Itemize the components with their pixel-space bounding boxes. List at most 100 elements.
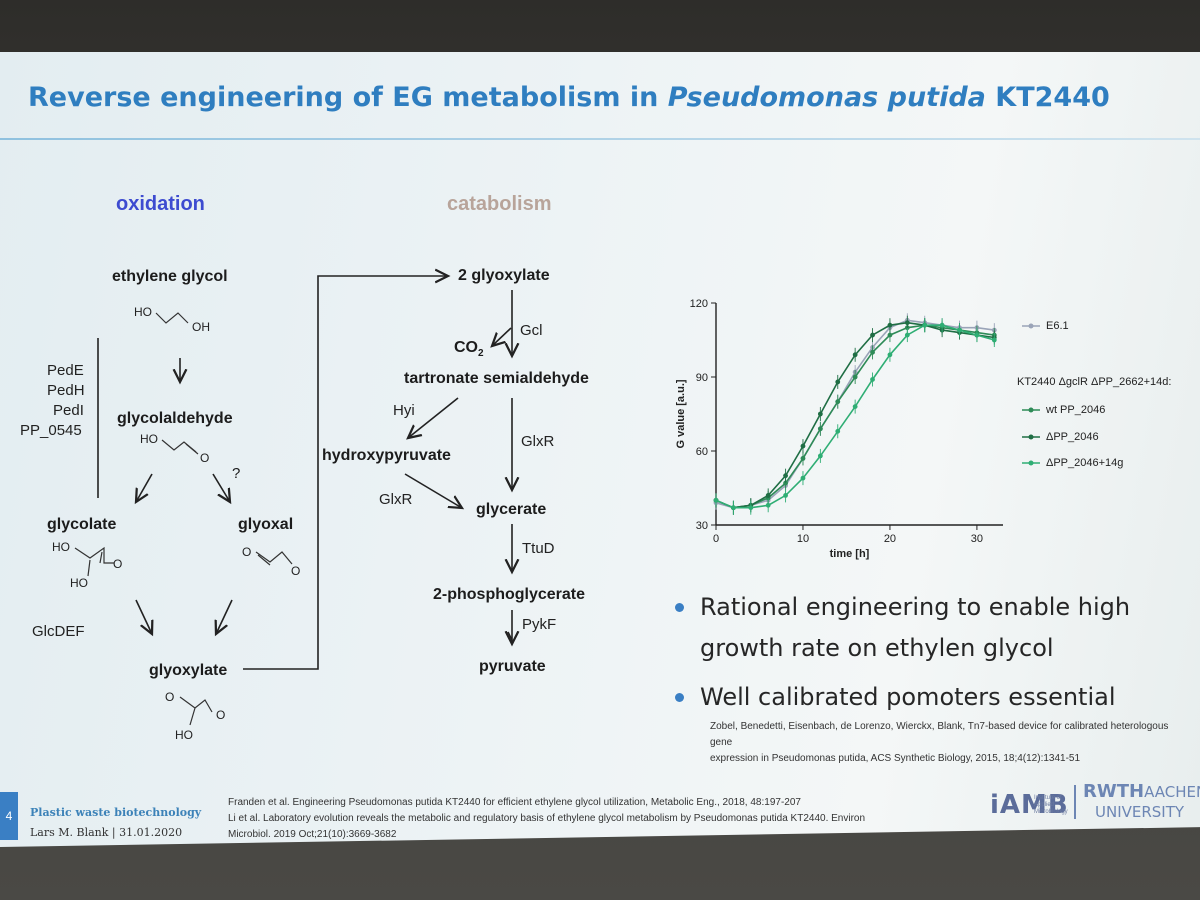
series-3-point bbox=[730, 505, 736, 511]
series-2-point bbox=[904, 320, 910, 326]
series-3-point bbox=[991, 337, 997, 343]
series-3-point bbox=[922, 322, 928, 328]
eg-ho: HO bbox=[134, 305, 152, 319]
legend-marker-2 bbox=[1028, 434, 1034, 440]
arrow-ga-to-glyoxal bbox=[212, 473, 230, 502]
series-3-point bbox=[852, 404, 858, 409]
enzyme-pp0545: PP_0545 bbox=[20, 422, 82, 439]
question-mark: ? bbox=[232, 465, 241, 482]
series-2-point bbox=[835, 379, 841, 385]
series-3-point bbox=[713, 497, 719, 503]
glc-structure bbox=[74, 546, 114, 577]
series-1-point bbox=[800, 456, 806, 461]
arrow-hyi bbox=[408, 397, 459, 438]
catabolism-header: catabolism bbox=[447, 193, 552, 215]
footer-author: Lars M. Blank | 31.01.2020 bbox=[30, 826, 183, 839]
glycolate-label: glycolate bbox=[47, 516, 117, 533]
page-number: 4 bbox=[0, 792, 18, 840]
y-tick-label: 120 bbox=[690, 298, 708, 310]
glyox-ho: HO bbox=[175, 728, 193, 742]
two-glyoxylate-label: 2 glyoxylate bbox=[458, 267, 550, 284]
series-1-point bbox=[887, 332, 893, 338]
arrow-pykf-tick bbox=[507, 631, 513, 641]
arrow-ga-to-glycolate bbox=[136, 473, 153, 502]
glyox-o2: O bbox=[216, 708, 226, 722]
iamb-logo-subtext: Institute of Applied Microbiology bbox=[1034, 795, 1068, 815]
ga-o: O bbox=[200, 451, 210, 465]
footer-course: Plastic waste biotechnology bbox=[30, 806, 202, 819]
legend-group-label: KT2440 ΔgclR ΔPP_2662+14d: bbox=[1017, 376, 1172, 388]
title-rule bbox=[0, 138, 1200, 140]
series-3-point bbox=[974, 332, 980, 338]
eg-structure bbox=[155, 312, 189, 324]
legend-marker-0 bbox=[1028, 323, 1034, 329]
hydroxypyruvate-label: hydroxypyruvate bbox=[322, 447, 451, 464]
arrow-hydroxypyruvate-to-glycerate bbox=[404, 473, 462, 508]
glyoxal-o2: O bbox=[291, 564, 301, 578]
series-2-point bbox=[817, 411, 823, 417]
reference-right: Zobel, Benedetti, Eisenbach, de Lorenzo,… bbox=[710, 721, 1169, 764]
series-2-point bbox=[870, 332, 875, 338]
arrow-co2 bbox=[492, 327, 512, 346]
arrow-glycolate-to-glyoxylate bbox=[135, 599, 152, 634]
phosphoglycerate-label: 2-phosphoglycerate bbox=[433, 586, 586, 603]
ethylene-glycol-label: ethylene glycol bbox=[112, 268, 228, 285]
x-tick-label: 20 bbox=[884, 533, 896, 545]
enzyme-glxr-1: GlxR bbox=[521, 433, 555, 450]
glyoxal-label: glyoxal bbox=[238, 516, 294, 533]
y-tick-label: 30 bbox=[696, 520, 708, 532]
series-3-point bbox=[765, 502, 771, 508]
enzyme-pede: PedE bbox=[47, 362, 84, 379]
ga-ho: HO bbox=[140, 432, 158, 446]
enzyme-glcdef: GlcDEF bbox=[32, 623, 85, 640]
enzyme-pedh: PedH bbox=[47, 382, 85, 399]
arrow-glyoxal-to-glyoxylate bbox=[216, 599, 233, 634]
glyox-o1: O bbox=[165, 690, 175, 704]
glycerate-label: glycerate bbox=[476, 501, 547, 518]
legend-marker-1 bbox=[1028, 407, 1034, 413]
y-axis-label: G value [a.u.] bbox=[675, 379, 687, 448]
ga-structure bbox=[161, 439, 199, 455]
legend-dpp: ΔPP_2046 bbox=[1046, 431, 1099, 443]
iamb-logo: iAMB bbox=[990, 790, 1069, 820]
series-2-point bbox=[783, 473, 788, 479]
legend-e61: E6.1 bbox=[1046, 320, 1069, 332]
bullet-dot-1 bbox=[675, 603, 684, 612]
glycolaldehyde-label: glycolaldehyde bbox=[117, 410, 233, 427]
series-1-point bbox=[817, 426, 823, 432]
glyoxal-structure bbox=[255, 551, 293, 566]
y-tick-label: 90 bbox=[696, 372, 708, 384]
series-3-point bbox=[904, 332, 910, 338]
glyoxal-o1: O bbox=[242, 545, 252, 559]
series-1-point bbox=[835, 399, 841, 405]
arrow-glyoxylate-to-catabolism bbox=[243, 276, 448, 670]
glc-ho2: HO bbox=[70, 576, 88, 590]
series-1-point bbox=[852, 374, 858, 380]
bullet-dot-2 bbox=[675, 693, 684, 702]
series-2-point bbox=[800, 443, 806, 449]
series-3-point bbox=[817, 453, 823, 459]
bullet-1-line-1: Rational engineering to enable high bbox=[700, 593, 1131, 621]
slide-title: Reverse engineering of EG metabolism in … bbox=[28, 82, 1110, 124]
series-2-point bbox=[765, 493, 771, 498]
series-3-point bbox=[783, 493, 788, 498]
series-3-point bbox=[957, 327, 962, 333]
title-pre: Reverse engineering of EG metabolism in bbox=[28, 82, 668, 113]
legend-marker-3 bbox=[1028, 460, 1034, 466]
legend-dpp14: ΔPP_2046+14g bbox=[1046, 457, 1124, 469]
enzyme-pykf: PykF bbox=[522, 616, 557, 633]
title-italic: Pseudomonas putida bbox=[667, 82, 986, 113]
bullet-2: Well calibrated pomoters essential bbox=[700, 683, 1116, 711]
series-1-point bbox=[783, 480, 788, 486]
series-2-point bbox=[887, 322, 893, 328]
bullet-1-line-2: growth rate on ethylen glycol bbox=[700, 634, 1054, 662]
glyox-structure bbox=[179, 696, 213, 726]
glyoxylate-label: glyoxylate bbox=[149, 662, 228, 679]
reference-bottom: Franden et al. Engineering Pseudomonas p… bbox=[228, 797, 866, 840]
tartronate-label: tartronate semialdehyde bbox=[404, 370, 589, 387]
series-3-point bbox=[835, 428, 841, 434]
glc-o: O bbox=[113, 557, 123, 571]
